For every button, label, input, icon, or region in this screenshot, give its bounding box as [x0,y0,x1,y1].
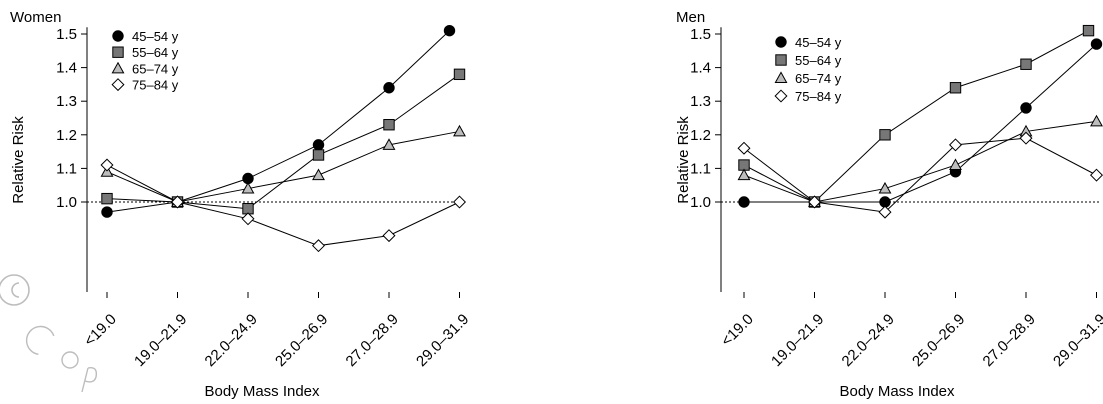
y-tick-label: 1.4 [690,60,711,77]
x-tick-label: 22.0–24.9 [202,311,261,370]
data-point [312,139,325,151]
data-point [170,195,185,209]
data-point [382,229,396,243]
data-point [1019,131,1033,145]
x-tick-label: 27.0–28.9 [980,311,1039,370]
data-point [241,181,255,194]
data-point [879,129,891,141]
y-tick-label: 1.4 [56,60,77,77]
men-chart-panel: Men 1.0 1.1 1.2 1.3 1.4 1.5 <19.0 19.0–21.9 22.0–… [675,9,1103,400]
y-tick-label: 1.5 [690,26,711,43]
x-axis-label: Body Mass Index [839,383,955,400]
y-tick-label: 1.1 [56,160,77,177]
watermark-letter-c [25,325,55,356]
y-tick-label: 1.2 [690,127,711,144]
data-point [1020,102,1032,114]
series-line-55–64 y [743,30,1089,203]
data-point [1082,24,1095,37]
data-point [452,195,467,209]
y-tick-label: 1.3 [690,93,711,110]
women-chart-panel: Women 1.0 1.1 1.2 1.3 1.4 1.5 <19.0 19.0–21.9 22.… [10,9,472,400]
y-tick-label: 1.1 [690,160,711,177]
legend-marker-diamond [774,89,788,103]
x-axis-label: Body Mass Index [204,383,320,400]
copyright-circle-icon [0,274,30,306]
legend-label: 45–54 y [132,29,179,44]
data-point [443,24,456,37]
data-point [878,181,892,194]
legend-marker-diamond [111,78,125,92]
y-tick-label: 1.2 [56,127,77,144]
series-line-75–84 y [106,164,460,247]
data-point [100,158,114,172]
series-line-45–54 y [744,43,1097,203]
x-tick-label: 25.0–26.9 [272,311,331,370]
data-point [101,206,113,218]
legend-label: 45–54 y [795,35,842,50]
data-point [382,138,396,150]
data-point [101,192,113,205]
legend-label: 65–74 y [795,71,842,86]
data-point [1090,38,1103,50]
y-tick-label: 1.3 [56,93,77,110]
legend-label: 75–84 y [795,89,842,104]
data-point [453,68,466,81]
x-tick-label: <19.0 [81,311,120,350]
legend-marker-circle [775,36,787,48]
copyright-watermark [0,274,98,393]
legend-marker-triangle [111,61,125,74]
legend-label: 55–64 y [795,53,842,68]
data-point [737,168,751,181]
x-tick-label: 25.0–26.9 [909,311,968,370]
legend-marker-triangle [774,71,788,83]
y-tick-label: 1.5 [56,26,77,43]
data-point [737,141,751,155]
data-point [383,82,395,94]
x-tick-label: 19.0–21.9 [131,311,190,370]
data-point [311,239,326,253]
watermark-letter-o [61,351,79,369]
series-line-65–74 y [743,120,1097,203]
x-tick-label: 27.0–28.9 [343,311,402,370]
watermark-stroke [11,282,20,298]
series-line-75–84 y [743,137,1097,213]
x-tick-label: 29.0–31.9 [413,311,472,370]
x-tick-label: <19.0 [718,311,757,350]
series-line-65–74 y [106,130,460,203]
series-line-45–54 y [106,30,450,213]
data-point [738,196,750,208]
legend-marker-square [775,54,787,66]
data-point [807,195,822,209]
data-point [878,205,892,219]
data-point [383,119,395,131]
watermark-letter-p [81,367,98,393]
x-tick-label: 22.0–24.9 [839,311,898,370]
legend-label: 75–84 y [132,78,179,93]
data-point [948,138,963,152]
data-point [1020,58,1032,70]
panel-title: Women [10,9,61,26]
data-point [949,158,962,171]
x-tick-label: 19.0–21.9 [768,311,827,370]
x-tick-label: 29.0–31.9 [1050,311,1103,370]
data-point [453,124,466,137]
data-point [949,82,962,94]
data-point [312,168,325,181]
y-tick-label: 1.0 [690,194,711,211]
panel-title: Men [676,9,705,26]
data-point [241,212,255,226]
y-axis-label: Relative Risk [10,116,27,204]
y-axis-label: Relative Risk [675,116,692,204]
y-tick-label: 1.0 [56,194,77,211]
legend-marker-circle [112,30,124,42]
legend-label: 65–74 y [132,61,179,76]
data-point [1089,168,1103,182]
data-point [1090,114,1103,127]
data-point [312,149,325,161]
legend-label: 55–64 y [132,45,179,60]
legend-marker-square [112,46,124,58]
